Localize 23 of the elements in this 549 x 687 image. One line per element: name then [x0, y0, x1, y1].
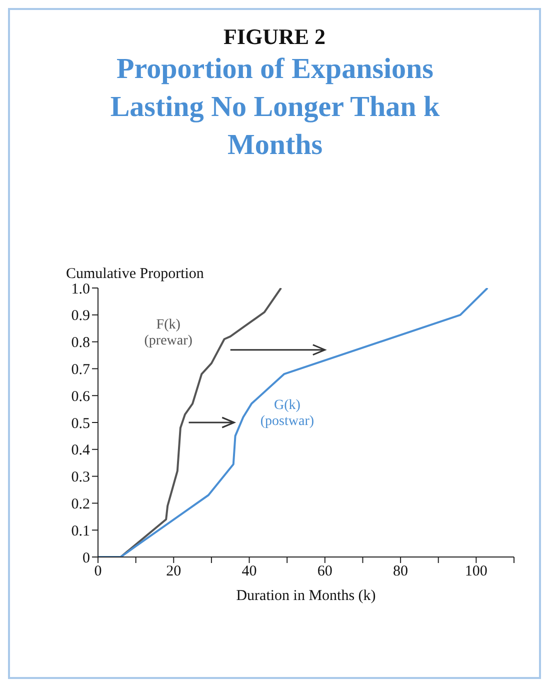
x-axis-title: Duration in Months (k)	[236, 588, 376, 604]
y-tick-label: 0.2	[71, 496, 90, 513]
x-tick-label: 60	[317, 564, 332, 580]
y-tick-label: 1.0	[71, 281, 90, 298]
y-tick-label: 0.7	[71, 362, 90, 378]
y-tick-label: 0.5	[71, 416, 90, 432]
y-tick-label: 0	[82, 550, 90, 566]
y-tick-label: 0.9	[71, 308, 90, 324]
chart-title: Proportion of Expansions Lasting No Longer Than k Months	[109, 52, 441, 163]
y-tick-label: 0.1	[71, 523, 90, 540]
x-tick-label: 20	[166, 564, 182, 580]
y-tick-label: 0.8	[71, 335, 90, 352]
series-label: G(k) (postwar)	[260, 398, 314, 430]
y-tick-label: 0.6	[71, 388, 90, 405]
y-tick-label: 0.4	[71, 442, 90, 459]
caption: FIGURE 2	[222, 24, 327, 50]
x-tick-label: 80	[393, 564, 408, 580]
series-label: F(k) (prewar)	[144, 317, 193, 348]
y-axis-title: Cumulative Proportion	[66, 266, 204, 283]
y-tick-label: 0.3	[71, 470, 90, 486]
x-tick-label: 40	[242, 564, 257, 580]
x-tick-label: 0	[94, 564, 102, 580]
x-tick-label: 100	[464, 564, 488, 580]
